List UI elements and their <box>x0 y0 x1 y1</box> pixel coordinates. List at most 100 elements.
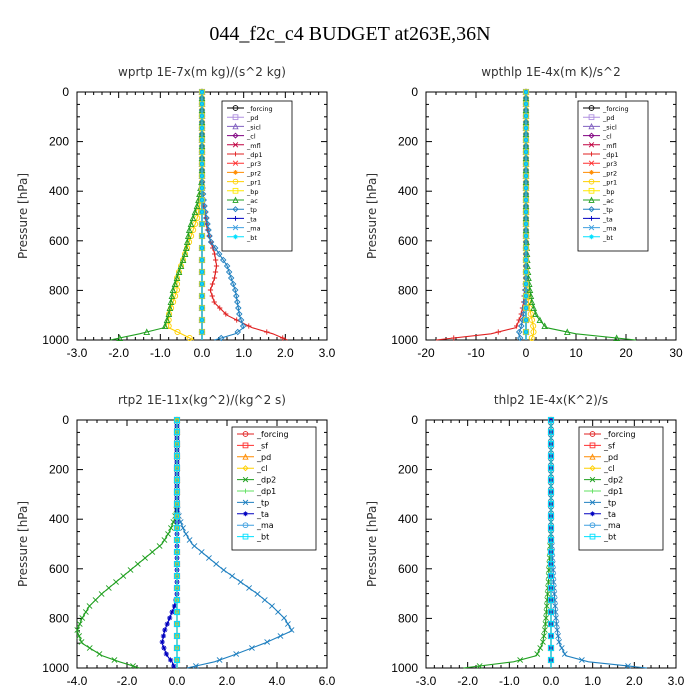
data-point <box>217 305 223 311</box>
legend-marker <box>588 187 595 194</box>
data-point <box>528 298 536 306</box>
x-tick-label: -1.0 <box>150 346 171 360</box>
data-point <box>547 656 555 664</box>
legend-item: _ta <box>583 215 613 223</box>
data-point <box>528 316 536 324</box>
data-point <box>98 591 105 597</box>
data-point <box>215 250 223 258</box>
data-point <box>199 305 205 311</box>
x-tick-label: -4.0 <box>67 674 88 688</box>
legend-marker <box>232 105 239 111</box>
panel-title: rtp2 1E-11x(kg^2)/(kg^2 s) <box>118 393 286 407</box>
legend-marker <box>232 160 239 166</box>
legend-marker <box>242 431 249 437</box>
legend-item: _forcing <box>237 430 289 439</box>
y-tick-label: 0 <box>62 85 69 99</box>
data-point <box>173 656 181 664</box>
legend-marker <box>233 234 238 240</box>
data-point <box>536 316 544 324</box>
legend-item: _ta <box>584 510 616 519</box>
data-point <box>523 185 529 191</box>
data-point <box>198 549 205 555</box>
data-point <box>547 500 555 508</box>
legend-marker <box>233 216 238 221</box>
data-point <box>199 233 205 239</box>
legend-marker <box>242 533 249 540</box>
series-line <box>110 92 203 341</box>
legend-item: _sicl <box>583 122 617 131</box>
legend: _forcing_pd_sicl_cl_mfl_dp1_pr3_pr2_pr1_… <box>577 100 649 252</box>
legend-marker <box>588 114 595 121</box>
y-tick-label: 0 <box>62 413 69 427</box>
data-point <box>527 292 535 300</box>
data-point <box>127 567 134 573</box>
data-point <box>171 603 178 609</box>
data-point <box>199 185 205 191</box>
x-tick-label: 20 <box>619 346 633 360</box>
data-point <box>551 591 558 597</box>
y-tick-label: 400 <box>49 184 69 198</box>
x-tick-label: -3.0 <box>416 674 437 688</box>
legend-label: _sicl <box>602 123 617 131</box>
data-point <box>76 633 83 639</box>
data-point <box>578 657 585 663</box>
legend-item: _ta <box>227 215 257 223</box>
data-point <box>199 329 205 335</box>
data-point <box>523 113 529 119</box>
data-point <box>168 292 176 300</box>
data-point <box>175 268 183 276</box>
data-point <box>547 560 555 568</box>
data-point <box>217 334 225 342</box>
series-bt <box>523 89 529 340</box>
x-tick-label: 3.0 <box>668 674 685 688</box>
data-point <box>548 543 555 549</box>
data-point <box>130 663 136 669</box>
legend-label: _bp <box>602 188 615 196</box>
legend-label: _ac <box>602 197 614 205</box>
x-tick-label: 2.0 <box>219 674 236 688</box>
legend-marker <box>589 476 596 483</box>
legend-marker <box>232 122 239 130</box>
data-point <box>553 615 559 621</box>
x-tick-label: 0.0 <box>543 674 560 688</box>
x-tick-label: 0 <box>523 346 530 360</box>
legend-label: _dp1 <box>603 487 623 496</box>
data-point <box>168 525 174 531</box>
data-point <box>173 584 181 592</box>
legend-label: _sicl <box>246 123 261 131</box>
data-point <box>547 440 555 448</box>
legend-marker <box>589 442 596 449</box>
data-point <box>171 280 179 288</box>
data-point <box>547 524 555 532</box>
data-point <box>116 334 124 342</box>
series-line <box>168 92 203 341</box>
legend-item: _dp1 <box>227 151 263 159</box>
data-point <box>213 561 220 567</box>
y-axis-label: Pressure [hPa] <box>365 173 379 259</box>
legend-label: _bt <box>246 234 257 242</box>
data-point <box>173 632 181 640</box>
data-point <box>199 89 205 95</box>
legend-marker <box>232 132 239 139</box>
x-tick-label: 1.0 <box>235 346 252 360</box>
data-point <box>530 304 538 312</box>
legend-marker <box>589 499 596 506</box>
data-point <box>92 597 99 603</box>
legend-label: _forcing <box>603 430 636 439</box>
data-point <box>235 304 242 312</box>
data-point <box>86 603 93 609</box>
data-point <box>541 322 549 330</box>
legend-label: _dp2 <box>256 476 276 485</box>
data-point <box>164 621 170 627</box>
legend-marker <box>242 499 249 506</box>
legend-marker <box>588 196 595 203</box>
data-point <box>173 274 181 282</box>
data-point <box>209 293 215 299</box>
data-point <box>76 621 83 627</box>
data-point <box>525 274 532 282</box>
legend-label: _ma <box>256 521 274 530</box>
data-point <box>227 274 235 282</box>
legend-marker <box>242 476 249 483</box>
data-point <box>199 190 207 198</box>
legend-label: _pr3 <box>246 160 261 168</box>
